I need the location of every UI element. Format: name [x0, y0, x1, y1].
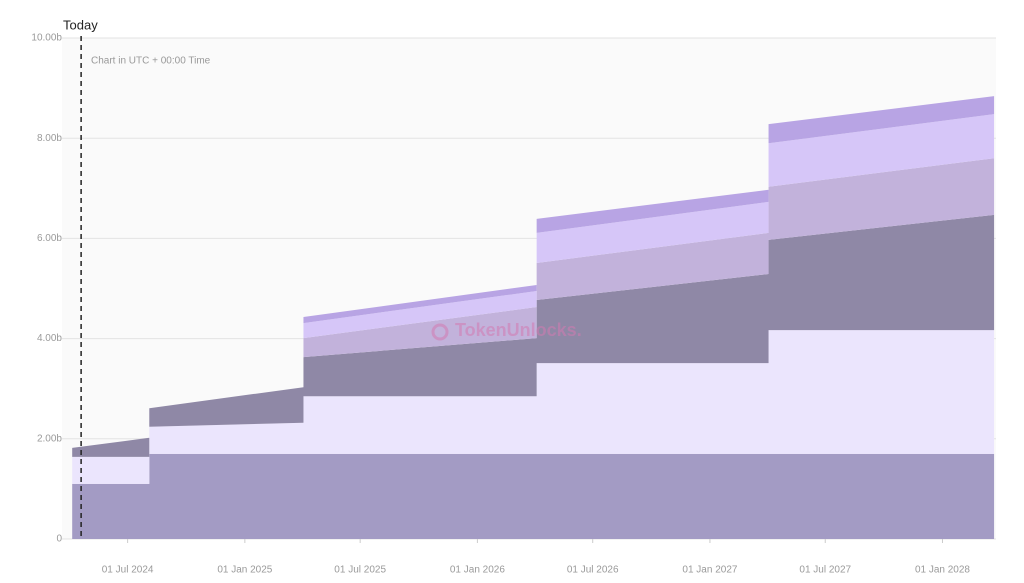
y-tick-label: 0 — [56, 534, 62, 545]
area — [72, 453, 995, 539]
area — [72, 214, 995, 457]
today-label: Today — [63, 17, 98, 32]
x-tick-label: 01 Jan 2026 — [450, 565, 505, 576]
x-tick-label: 01 Jul 2027 — [799, 565, 851, 576]
subtitle: Chart in UTC + 00:00 Time — [91, 56, 211, 67]
x-tick-label: 01 Jul 2025 — [334, 565, 386, 576]
x-tick-label: 01 Jan 2025 — [217, 565, 272, 576]
x-tick-label: 01 Jul 2026 — [567, 565, 619, 576]
y-tick-label: 2.00b — [37, 433, 62, 444]
watermark: TokenUnlocks. — [455, 320, 582, 340]
y-tick-label: 10.00b — [31, 33, 62, 44]
area — [72, 114, 995, 448]
x-tick-label: 01 Jan 2027 — [682, 565, 737, 576]
y-tick-label: 4.00b — [37, 333, 62, 344]
x-tick-label: 01 Jul 2024 — [102, 565, 154, 576]
x-tick-label: 01 Jan 2028 — [915, 565, 970, 576]
area — [72, 330, 995, 484]
watermark-icon — [431, 323, 449, 341]
y-tick-label: 6.00b — [37, 233, 62, 244]
area — [72, 158, 995, 448]
y-tick-label: 8.00b — [37, 133, 62, 144]
